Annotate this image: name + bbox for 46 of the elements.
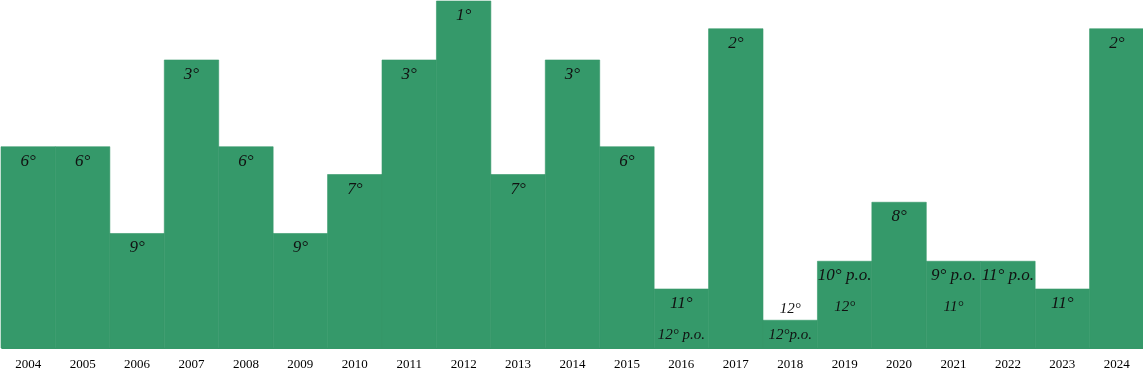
- annotation: 6°: [238, 150, 254, 170]
- x-tick-label: 2015: [613, 355, 640, 371]
- annotation: 8°: [891, 206, 907, 226]
- annotation: 6°: [619, 150, 635, 170]
- x-tick-label: 2010: [341, 355, 368, 371]
- x-tick-label: 2012: [450, 355, 477, 371]
- annotation: 11°: [670, 293, 693, 313]
- annotation: 11°: [1051, 293, 1074, 313]
- x-tick-label: 2022: [994, 355, 1021, 371]
- annotation: 2°: [1109, 32, 1125, 52]
- x-tick-label: 2004: [15, 355, 42, 371]
- x-tick-label: 2009: [287, 355, 314, 371]
- annotation: 1°: [455, 5, 472, 24]
- annotation: 9°: [129, 237, 145, 257]
- x-tick-label: 2016: [668, 355, 695, 371]
- x-tick-label: 2024: [1103, 355, 1131, 371]
- annotation: 11° p.o.: [981, 265, 1035, 285]
- x-tick-label: 2013: [505, 355, 532, 371]
- x-tick-label: 2019: [831, 355, 858, 371]
- x-tick-label: 2011: [396, 355, 422, 371]
- annotation: 3°: [400, 63, 418, 83]
- annotation: 9°: [292, 237, 309, 257]
- annotation: 2°: [728, 32, 744, 52]
- annotation: 3°: [563, 63, 581, 83]
- annotation: 12°: [834, 298, 856, 315]
- annotation: 3°: [182, 63, 200, 83]
- x-tick-label: 2017: [722, 355, 750, 371]
- annotation: 6°: [20, 150, 37, 170]
- x-tick-label: 2005: [69, 355, 96, 371]
- x-tick-label: 2020: [886, 355, 913, 371]
- annotation: 7°: [347, 178, 363, 198]
- annotation: 6°: [74, 150, 91, 170]
- x-tick-label: 2023: [1049, 355, 1076, 371]
- x-tick-label: 2007: [178, 355, 205, 371]
- x-tick-label: 2021: [940, 355, 967, 371]
- annotation: 9° p.o.: [930, 265, 977, 285]
- x-tick-label: 2008: [232, 355, 259, 371]
- annotation: 12°p.o.: [768, 326, 812, 343]
- annotation: 12° p.o.: [657, 326, 705, 343]
- x-tick-label: 2018: [777, 355, 804, 371]
- annotation: 12°: [779, 300, 801, 317]
- annotation: 10° p.o.: [817, 265, 872, 285]
- x-tick-label: 2006: [124, 355, 151, 371]
- annotation: 7°: [510, 178, 526, 198]
- annotation: 11°: [943, 298, 964, 315]
- x-tick-label: 2014: [559, 355, 586, 371]
